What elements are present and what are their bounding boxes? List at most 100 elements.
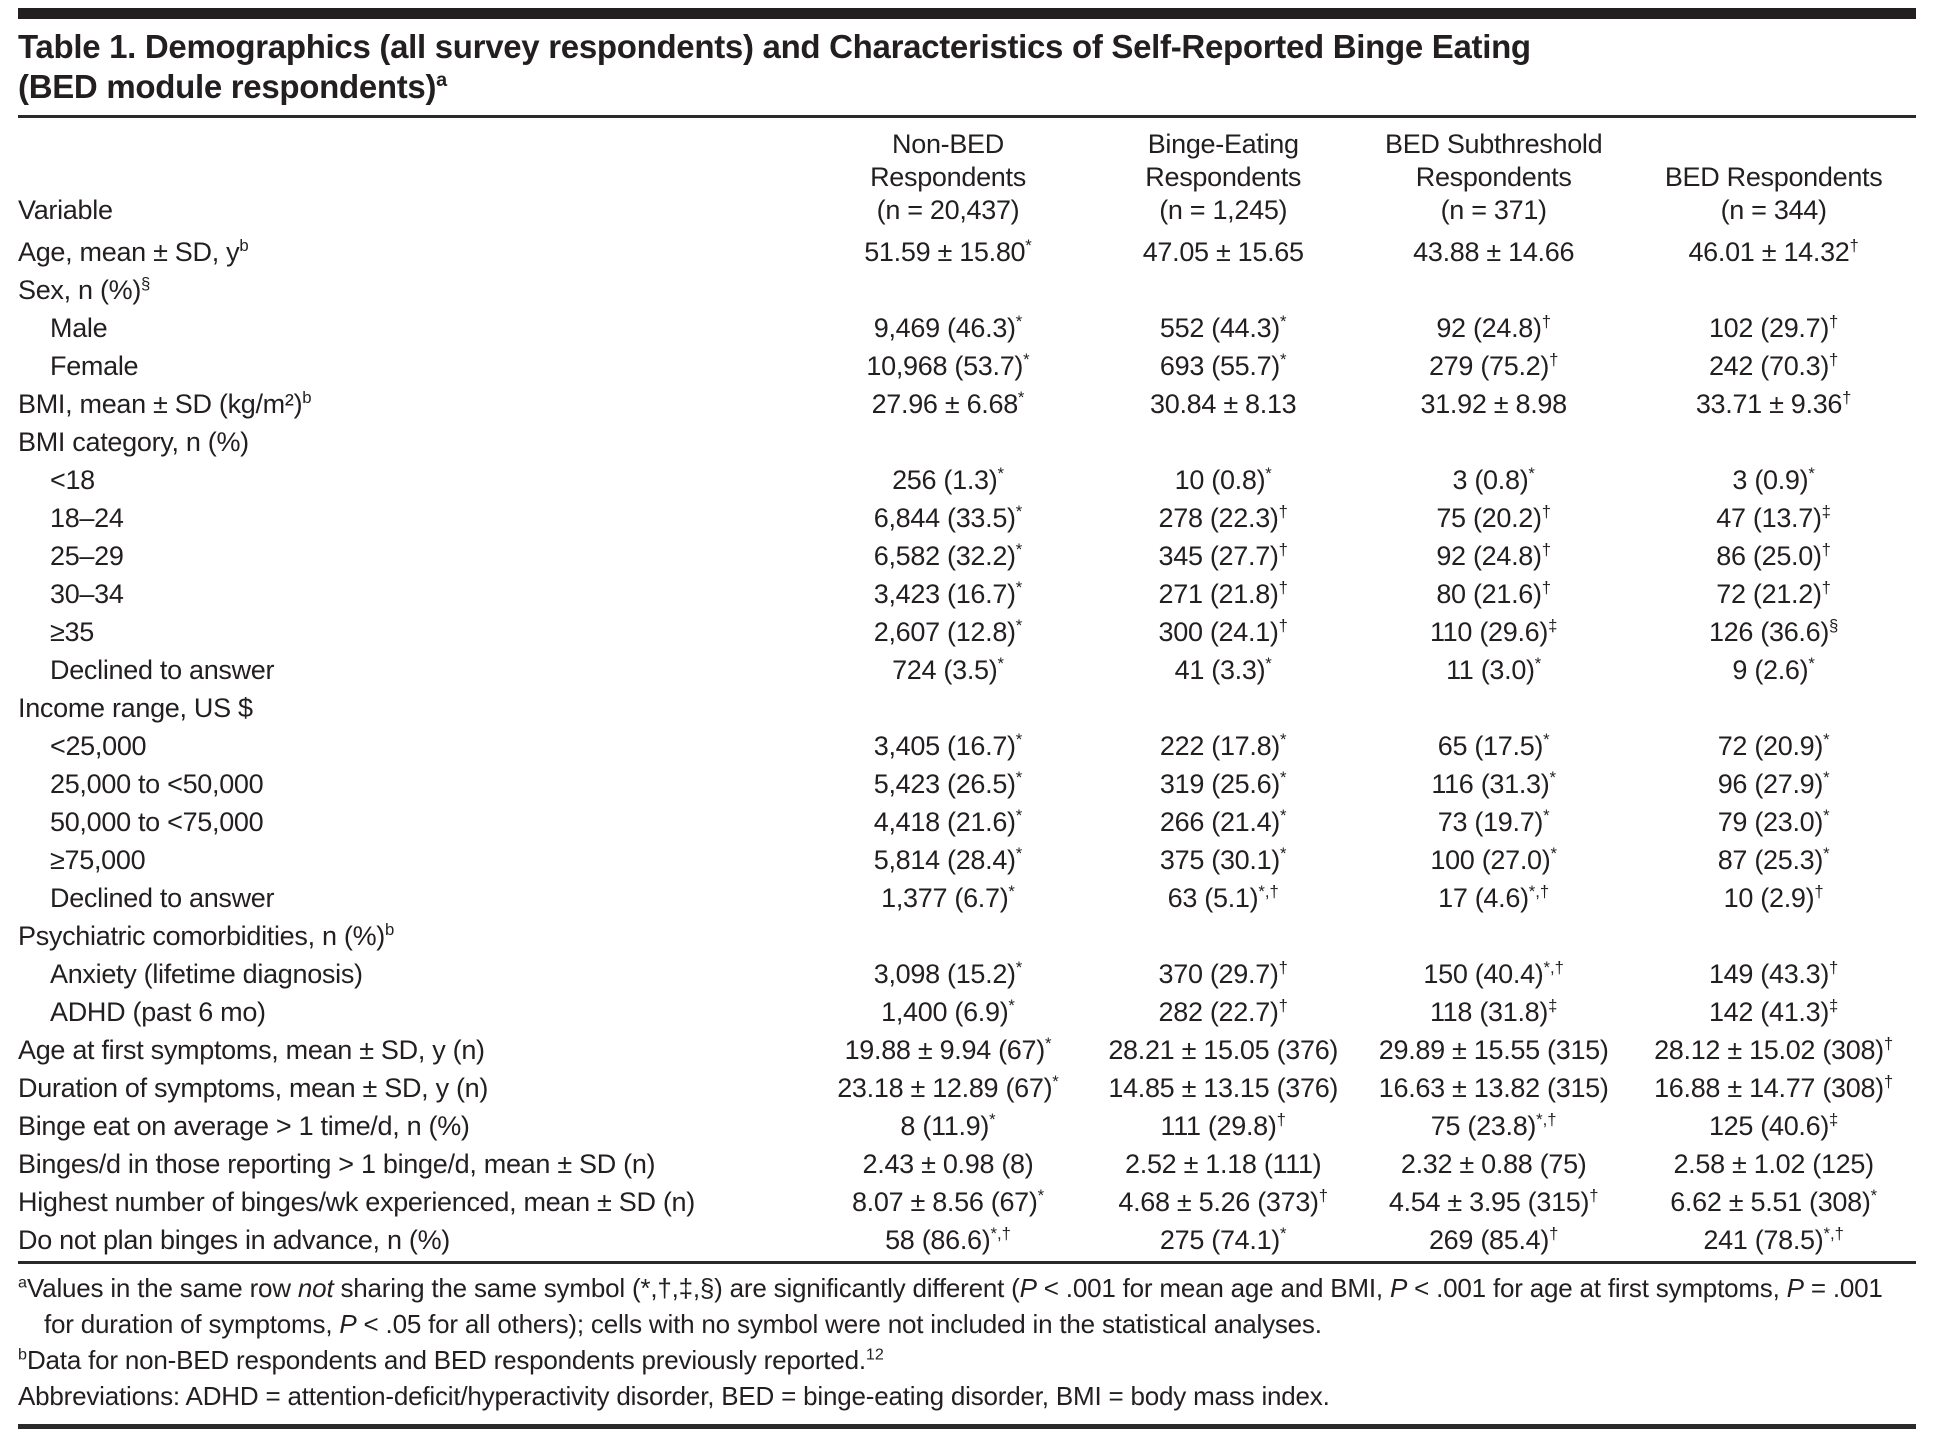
row-label-footnote-marker: b (302, 388, 312, 407)
significance-marker: * (989, 1110, 996, 1129)
significance-marker: * (1008, 882, 1015, 901)
footnote-marker: b (18, 1345, 27, 1364)
column-header-3: BED Subthreshold Respondents (n = 371) (1385, 129, 1603, 225)
significance-marker: * (1015, 312, 1023, 331)
row-label: Do not plan binges in advance, n (%) (18, 1225, 450, 1255)
table-row: Anxiety (lifetime diagnosis) 3,098 (15.2)… (18, 955, 1916, 993)
table-row: Duration of symptoms, mean ± SD, y (n) 23… (18, 1069, 1916, 1107)
footnote-text: P (1019, 1273, 1037, 1303)
significance-marker: † (1821, 540, 1831, 559)
significance-marker: † (1278, 578, 1288, 597)
significance-marker: * (1015, 502, 1023, 521)
significance-marker: † (1278, 502, 1288, 521)
significance-marker: * (997, 464, 1004, 483)
footnote-text: < .001 for age at first symptoms, (1407, 1273, 1787, 1303)
table-cell: 30.84 ± 8.13 (1150, 389, 1297, 419)
table-cell (1090, 271, 1356, 309)
table-cell: 275 (74.1)* (1159, 1224, 1287, 1255)
table-cell (1356, 271, 1631, 309)
row-label: Binge eat on average > 1 time/d, n (%) (18, 1111, 470, 1141)
table-row: 30–34 3,423 (16.7)* 271 (21.8)† 80 (21.6)† 7… (18, 575, 1916, 613)
significance-marker: * (1280, 806, 1287, 825)
table-row: 25–29 6,582 (32.2)* 345 (27.7)† 92 (24.8)† 8… (18, 537, 1916, 575)
significance-marker: * (1052, 1072, 1059, 1091)
table-row: <18 256 (1.3)* 10 (0.8)* 3 (0.8)* 3 (0.9)* (18, 461, 1916, 499)
significance-marker: * (1044, 1034, 1052, 1053)
table-title: Table 1. Demographics (all survey respon… (18, 27, 1916, 107)
table-title-line1: Table 1. Demographics (all survey respon… (18, 28, 1531, 65)
footnote-marker: a (18, 1273, 27, 1292)
table-row: ≥75,000 5,814 (28.4)* 375 (30.1)* 100 (27.0… (18, 841, 1916, 879)
table-cell (1631, 917, 1916, 955)
table-cell: 33.71 ± 9.36† (1695, 388, 1852, 419)
table-cell: 242 (70.3)† (1708, 350, 1839, 381)
table-cell: 31.92 ± 8.98 (1420, 389, 1568, 419)
table-cell: 319 (25.6)* (1159, 768, 1287, 799)
table-row: BMI category, n (%) (18, 423, 1916, 461)
table-row: Income range, US $ (18, 689, 1916, 727)
table-row: Binge eat on average > 1 time/d, n (%) 8 … (18, 1107, 1916, 1145)
table-cell: 47 (13.7)‡ (1716, 502, 1831, 533)
footnote-text: sharing the same symbol (*,†,‡,§) are si… (333, 1273, 1020, 1303)
table-cell: 3,423 (16.7)* (873, 578, 1023, 609)
table-cell: 9,469 (46.3)* (873, 312, 1023, 343)
footnote-text: Abbreviations: ADHD = attention-deficit/… (18, 1381, 1330, 1411)
significance-marker: † (1883, 1072, 1894, 1091)
significance-marker: * (1015, 616, 1023, 635)
row-label: BMI, mean ± SD (kg/m²)b (18, 388, 312, 419)
table-cell: 1,400 (6.9)* (881, 996, 1015, 1027)
footnote-abbreviations: Abbreviations: ADHD = attention-deficit/… (18, 1378, 1916, 1414)
significance-marker: * (1015, 540, 1023, 559)
significance-marker: ‡ (1821, 502, 1831, 521)
table-cell: 5,814 (28.4)* (873, 844, 1023, 875)
table-cell: 28.21 ± 15.05 (376) (1108, 1035, 1339, 1065)
table-cell: 75 (23.8)*,† (1430, 1110, 1557, 1141)
table-cell: 3,098 (15.2)* (873, 958, 1023, 989)
significance-marker: † (1829, 958, 1839, 977)
table-cell: 10 (2.9)† (1723, 882, 1824, 913)
table-row: Declined to answer 724 (3.5)* 41 (3.3)* 11 … (18, 651, 1916, 689)
variable-column-header: Variable (18, 195, 113, 225)
table-cell: 96 (27.9)* (1717, 768, 1830, 799)
table-cell (1631, 689, 1916, 727)
table-cell: 125 (40.6)‡ (1708, 1110, 1839, 1141)
significance-marker: † (1829, 350, 1839, 369)
table-cell: 16.63 ± 13.82 (315) (1378, 1073, 1609, 1103)
row-label: Highest number of binges/wk experienced,… (18, 1187, 695, 1217)
table-cell: 102 (29.7)† (1708, 312, 1839, 343)
table-row: Declined to answer 1,377 (6.7)* 63 (5.1)*,… (18, 879, 1916, 917)
significance-marker: * (1280, 1224, 1287, 1243)
row-label: Sex, n (%)§ (18, 274, 151, 305)
table-header-row: Variable Non-BED Respondents (n = 20,437) B… (18, 118, 1916, 233)
table-cell: 3 (0.8)* (1452, 464, 1535, 495)
table-cell: 282 (22.7)† (1158, 996, 1288, 1027)
row-label-footnote-marker: § (141, 274, 151, 293)
significance-marker: * (1870, 1186, 1878, 1205)
footnote-text: P (1389, 1273, 1408, 1303)
significance-marker: † (1278, 958, 1288, 977)
table-cell (806, 271, 1091, 309)
table-cell: 4.54 ± 3.95 (315)† (1388, 1186, 1599, 1217)
table-cell: 4,418 (21.6)* (873, 806, 1023, 837)
significance-marker: * (1280, 312, 1287, 331)
significance-marker: * (1023, 350, 1030, 369)
significance-marker: * (1808, 654, 1815, 673)
body-footnote-divider (18, 1261, 1916, 1264)
table-cell: 142 (41.3)‡ (1708, 996, 1839, 1027)
table-cell: 72 (20.9)* (1717, 730, 1830, 761)
table-cell (1356, 423, 1631, 461)
significance-marker: ‡ (1829, 1110, 1839, 1129)
table-cell: 118 (31.8)‡ (1429, 996, 1558, 1027)
table-cell: 73 (19.7)* (1437, 806, 1550, 837)
table-cell: 47.05 ± 15.65 (1142, 237, 1304, 267)
table-cell: 92 (24.8)† (1436, 540, 1552, 571)
footnote-text: < .05 for all others); cells with no sym… (356, 1309, 1322, 1339)
footnote-text: = .001 for duration of symptoms, (44, 1273, 1883, 1339)
table-cell: 279 (75.2)† (1428, 350, 1559, 381)
row-label: 25,000 to <50,000 (50, 769, 264, 799)
table-cell: 87 (25.3)* (1717, 844, 1830, 875)
table-cell: 5,423 (26.5)* (873, 768, 1023, 799)
table-cell: 72 (21.2)† (1716, 578, 1831, 609)
row-label: Income range, US $ (18, 693, 253, 723)
row-label: ≥75,000 (50, 845, 146, 875)
